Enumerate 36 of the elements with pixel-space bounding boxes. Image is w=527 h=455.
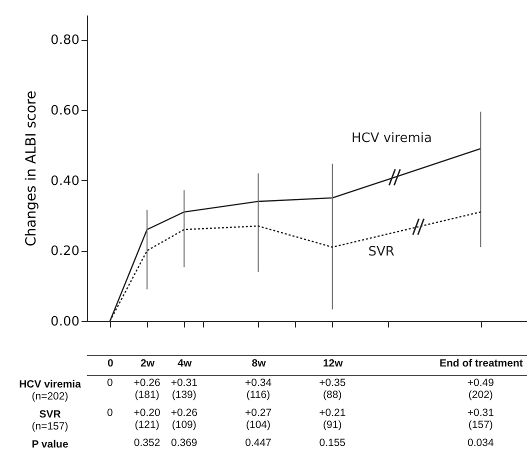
x-tick-label: 2w [140,358,156,370]
x-tick-label: 8w [252,358,267,370]
text: +0.26 (109) [170,407,198,431]
x-tick-label: End of treatment [439,358,524,370]
text: HCV viremia [19,378,81,390]
text: +0.31 (139) [170,377,198,401]
text: 0 [107,377,114,389]
text: SVR [39,408,61,420]
x-tick-label: 12w [322,358,344,370]
y-tick-label: 0.40 [50,174,80,189]
text: +0.20 (121) [134,407,160,431]
x-tick-label: 4w [178,358,192,370]
text: 0.034 [468,437,494,449]
y-tick-label: 0.80 [50,33,80,48]
y-tick-label: 0.60 [50,103,80,118]
text: +0.31 (157) [467,407,494,431]
y-tick-label: 0.00 [50,314,80,330]
y-axis-title: Changes in ALBI score [24,90,40,246]
text: 0.447 [245,437,272,449]
text: 0 [107,407,114,419]
text: P value [32,438,68,450]
text: +0.35 (88) [319,377,346,401]
text: +0.27 (104) [244,407,272,431]
series-label: SVR [368,244,394,260]
text: (n=202) [32,390,68,402]
text: +0.49 (202) [467,377,494,401]
text: 0.155 [319,437,346,449]
text: +0.26 (181) [134,377,160,401]
x-tick-label: 0 [108,358,114,370]
text: +0.34 (116) [244,377,272,401]
y-tick-label: 0.20 [50,244,80,260]
text: 0.352 [134,437,160,449]
text: (n=157) [32,420,68,432]
text: 0.369 [170,437,198,449]
text: +0.21 (91) [319,407,346,431]
series-label: HCV viremia [351,131,432,146]
